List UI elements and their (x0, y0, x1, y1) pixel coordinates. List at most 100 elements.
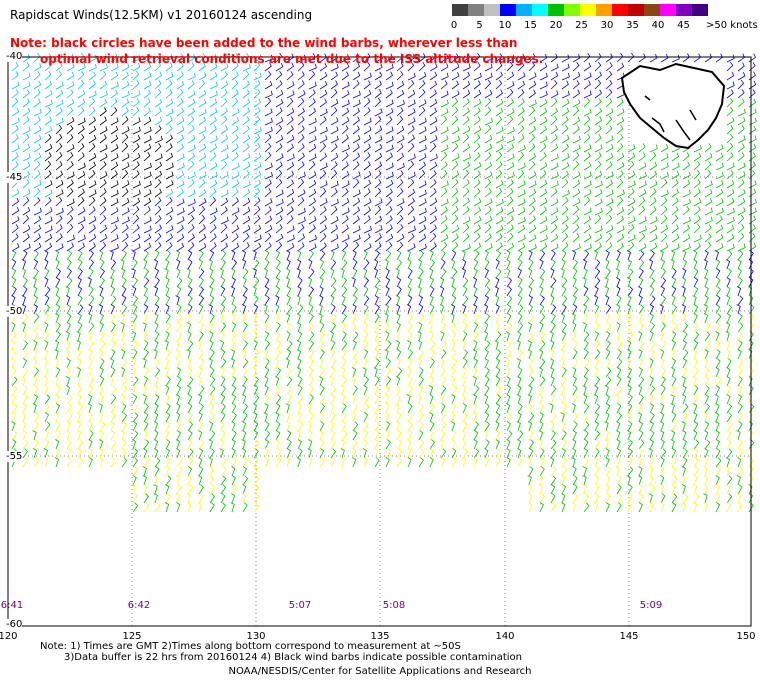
wind-barb (638, 349, 643, 360)
wind-barb (44, 286, 51, 297)
wind-barb (264, 286, 270, 297)
wind-barb (726, 430, 732, 441)
wind-barb (627, 234, 636, 243)
wind-barb (627, 295, 632, 306)
wind-barb (495, 135, 504, 144)
wind-barb (186, 322, 192, 333)
wind-barb (615, 394, 620, 405)
wind-barb (506, 61, 514, 72)
wind-barb (396, 143, 404, 153)
wind-barb (572, 71, 581, 81)
wind-barb (583, 97, 591, 108)
wind-barb (473, 367, 478, 378)
wind-barb (352, 107, 361, 117)
wind-barb (594, 125, 602, 135)
wind-barb (55, 62, 63, 72)
wind-barb (605, 189, 614, 198)
wind-barb (22, 107, 31, 117)
wind-barb (396, 286, 402, 297)
wind-barb (704, 197, 713, 207)
wind-barb (187, 448, 194, 459)
wind-barb (462, 286, 468, 297)
wind-barb (99, 376, 105, 387)
wind-barb (231, 340, 236, 351)
wind-barb (341, 197, 350, 207)
wind-barb (341, 277, 348, 288)
wind-barb (352, 225, 361, 234)
wind-barb (110, 349, 116, 360)
wind-barb (286, 206, 294, 216)
wind-barb (681, 475, 686, 486)
wind-barb (44, 349, 49, 360)
wind-barb (395, 403, 400, 414)
wind-barb (462, 169, 470, 180)
wind-barb (231, 207, 240, 216)
wind-barb (462, 71, 471, 81)
wind-barb (538, 439, 543, 450)
wind-barb (363, 430, 369, 441)
wind-barb (704, 268, 709, 279)
wind-barb (440, 430, 446, 441)
wind-barb (748, 198, 757, 207)
wind-barb (715, 277, 721, 288)
wind-barb (385, 89, 393, 99)
wind-barb (681, 376, 686, 387)
wind-barb (143, 259, 148, 270)
wind-barb (154, 412, 159, 423)
wind-barb (209, 135, 218, 144)
wind-barb (54, 376, 59, 387)
wind-barb (440, 80, 448, 90)
wind-barb (484, 143, 493, 153)
wind-barb (187, 295, 193, 306)
wind-barb (242, 484, 247, 495)
wind-barb (583, 224, 592, 234)
wind-barb (407, 367, 412, 378)
wind-barb (253, 205, 261, 216)
wind-barb (341, 340, 348, 351)
wind-barb (484, 313, 491, 324)
wind-barb (748, 108, 757, 117)
wind-barb (285, 403, 290, 414)
wind-barb (659, 304, 664, 315)
wind-barb (748, 188, 757, 198)
wind-barb (110, 313, 116, 324)
wind-barb (726, 250, 733, 261)
wind-barb (549, 403, 554, 414)
wind-barb (363, 72, 372, 81)
wind-barb (187, 134, 196, 144)
wind-barb (571, 250, 576, 261)
wind-barb (737, 367, 743, 378)
wind-barb (429, 135, 438, 144)
wind-barb (121, 81, 130, 90)
wind-barb (286, 107, 295, 117)
wind-barb (275, 250, 281, 261)
wind-barb (737, 466, 744, 477)
wind-barb (594, 277, 601, 288)
wind-barb (582, 277, 587, 288)
wind-barb (275, 224, 283, 234)
wind-barb (649, 224, 658, 234)
wind-barb (572, 358, 579, 369)
wind-barb (637, 457, 642, 468)
wind-barb (506, 242, 515, 252)
wind-barb (429, 448, 434, 459)
wind-barb (627, 286, 634, 297)
wind-barb (594, 214, 602, 225)
wind-barb (472, 394, 477, 405)
wind-barb (737, 243, 746, 252)
wind-barb (473, 89, 482, 99)
wind-barb (220, 430, 226, 441)
wind-barb (275, 89, 284, 99)
wind-barb (33, 160, 41, 171)
wind-barb (561, 475, 566, 486)
wind-barb (132, 421, 138, 432)
wind-barb (671, 162, 680, 171)
wind-barb (725, 322, 731, 333)
wind-barb (352, 80, 360, 90)
wind-barb (329, 376, 334, 387)
wind-barb (340, 439, 345, 450)
wind-barb (209, 502, 215, 513)
wind-barb (253, 152, 262, 162)
wind-barb (374, 97, 382, 108)
wind-barb (374, 349, 380, 360)
